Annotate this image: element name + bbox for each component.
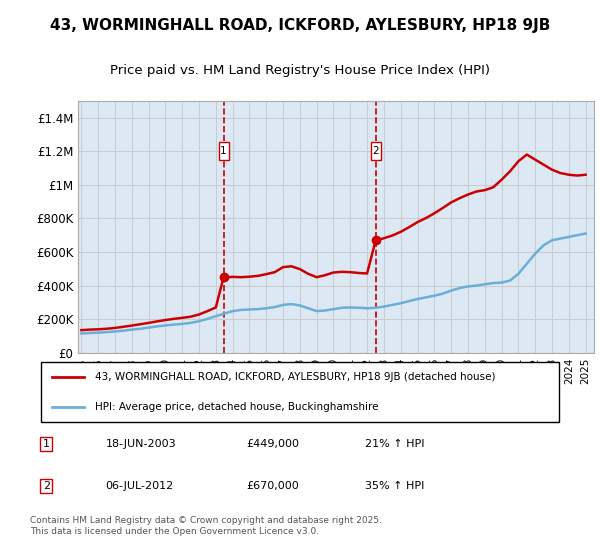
Text: Contains HM Land Registry data © Crown copyright and database right 2025.
This d: Contains HM Land Registry data © Crown c… [30, 516, 382, 536]
Text: £670,000: £670,000 [246, 481, 299, 491]
Text: 43, WORMINGHALL ROAD, ICKFORD, AYLESBURY, HP18 9JB (detached house): 43, WORMINGHALL ROAD, ICKFORD, AYLESBURY… [95, 372, 496, 382]
Text: 1: 1 [220, 146, 227, 156]
Text: 43, WORMINGHALL ROAD, ICKFORD, AYLESBURY, HP18 9JB: 43, WORMINGHALL ROAD, ICKFORD, AYLESBURY… [50, 18, 550, 32]
FancyBboxPatch shape [218, 142, 229, 160]
Text: 21% ↑ HPI: 21% ↑ HPI [365, 439, 424, 449]
FancyBboxPatch shape [41, 362, 559, 422]
FancyBboxPatch shape [371, 142, 381, 160]
Text: 2: 2 [43, 481, 50, 491]
Text: 06-JUL-2012: 06-JUL-2012 [106, 481, 174, 491]
Text: 1: 1 [43, 439, 50, 449]
Text: Price paid vs. HM Land Registry's House Price Index (HPI): Price paid vs. HM Land Registry's House … [110, 64, 490, 77]
Text: 18-JUN-2003: 18-JUN-2003 [106, 439, 176, 449]
Text: HPI: Average price, detached house, Buckinghamshire: HPI: Average price, detached house, Buck… [95, 402, 379, 412]
Text: 35% ↑ HPI: 35% ↑ HPI [365, 481, 424, 491]
Text: 2: 2 [373, 146, 379, 156]
Text: £449,000: £449,000 [246, 439, 299, 449]
